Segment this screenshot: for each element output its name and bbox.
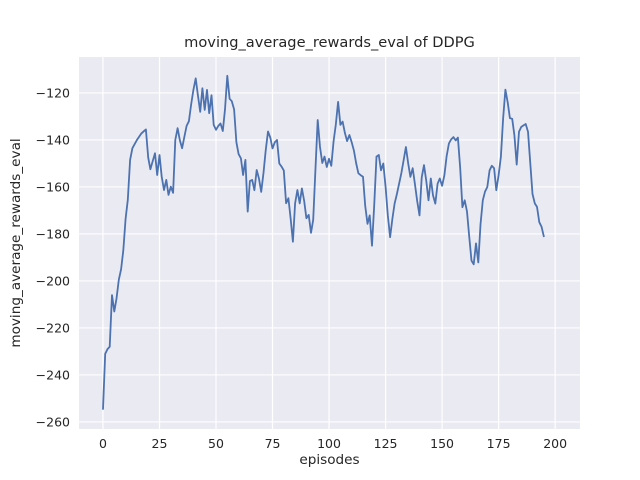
y-tick-label: −120 (36, 85, 70, 100)
x-tick-label: 175 (487, 436, 511, 451)
x-tick-label: 75 (265, 436, 281, 451)
y-tick-label: −260 (36, 414, 70, 429)
grid-lines (79, 57, 580, 429)
y-tick-label: −160 (36, 179, 70, 194)
x-tick-label: 0 (99, 436, 107, 451)
y-tick-label: −200 (36, 273, 70, 288)
y-tick-label: −140 (36, 132, 70, 147)
x-axis-label: episodes (299, 452, 359, 468)
x-tick-label: 25 (152, 436, 168, 451)
x-tick-label: 125 (374, 436, 398, 451)
x-tick-label: 100 (317, 436, 341, 451)
y-tick-label: −240 (36, 367, 70, 382)
series-line-moving-average (102, 74, 545, 410)
x-tick-label: 200 (543, 436, 567, 451)
y-axis-label: moving_average_rewards_eval (8, 138, 24, 347)
x-tick-labels: 0 25 50 75 100 125 150 175 200 (99, 436, 567, 451)
y-tick-label: −220 (36, 320, 70, 335)
x-tick-label: 50 (208, 436, 224, 451)
chart-title: moving_average_rewards_eval of DDPG (184, 34, 475, 51)
y-tick-labels: −120 −140 −160 −180 −200 −220 −240 −260 (36, 85, 70, 429)
y-tick-label: −180 (36, 226, 70, 241)
x-tick-label: 150 (430, 436, 454, 451)
